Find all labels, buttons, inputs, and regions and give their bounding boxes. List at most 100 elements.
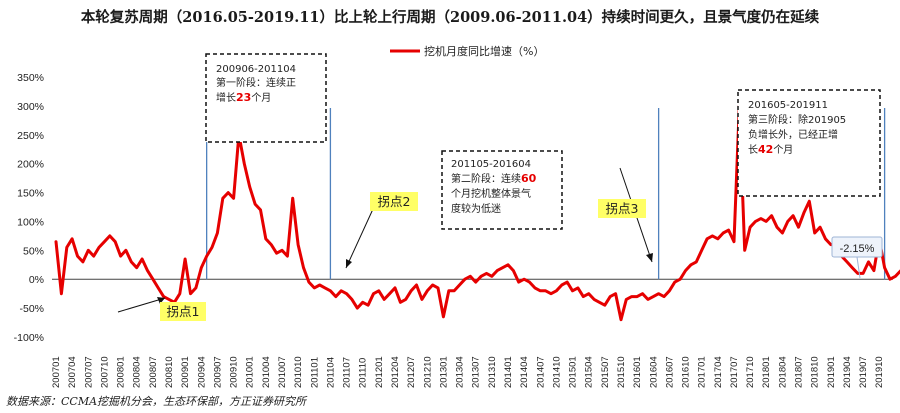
x-tick-label: 201301 (438, 356, 449, 388)
x-tick-label: 201710 (745, 356, 756, 388)
annotation-2-line-3: 个月挖机整体景气 (451, 187, 531, 200)
x-tick-label: 201707 (729, 356, 740, 388)
x-tick-label: 200807 (148, 356, 159, 388)
annotation-2-line-2: 第二阶段：连续60 (451, 172, 537, 185)
series-line-excavator-growth (54, 104, 900, 322)
x-tick-label: 201510 (616, 356, 627, 388)
y-axis: 350% 300% 250% 200% 150% 100% 50% 0% -50% -100% (14, 72, 44, 344)
x-tick-label: 201610 (681, 356, 692, 388)
x-tick-label: 201504 (584, 356, 595, 388)
x-tick-label: 201304 (455, 356, 466, 388)
x-tick-label: 201604 (648, 356, 659, 388)
legend-label: 挖机月度同比增速（%） (424, 44, 544, 58)
y-tick-label: 50% (23, 245, 44, 257)
turning-point-2-label: 拐点2 (378, 194, 411, 209)
turning-point-2-arrow (345, 208, 374, 269)
x-tick-label: 201404 (519, 356, 530, 388)
x-tick-label: 201007 (277, 356, 288, 388)
x-tick-label: 201207 (406, 356, 417, 388)
annotation-box-3 (737, 89, 881, 197)
x-tick-label: 201410 (551, 356, 562, 388)
annotation-1-line-3: 增长23个月 (216, 91, 271, 104)
x-tick-label: 200710 (99, 356, 110, 388)
turning-point-3-label: 拐点3 (606, 201, 639, 216)
y-tick-label: -50% (19, 303, 44, 315)
x-tick-label: 201310 (487, 356, 498, 388)
x-tick-label: 201210 (422, 356, 433, 388)
turning-point-1-label: 拐点1 (167, 304, 200, 319)
x-tick-label: 201910 (874, 356, 885, 388)
annotation-1-text-a: 增长 (216, 91, 236, 104)
x-tick-label: 201704 (713, 356, 724, 388)
turning-point-1-arrow (117, 297, 166, 313)
x-tick-label: 201201 (374, 356, 385, 388)
annotation-phase-1: 200906-201104 第一阶段：连续正 增长23个月 (205, 53, 327, 143)
x-tick-label: 200801 (116, 356, 127, 388)
x-tick-label: 200704 (67, 356, 78, 388)
x-tick-label: 201307 (471, 356, 482, 388)
x-tick-label: 200707 (83, 356, 94, 388)
annotation-2-highlight: 60 (521, 172, 537, 185)
x-tick-label: 201801 (761, 356, 772, 388)
x-tick-label: 201204 (390, 356, 401, 388)
turning-point-3-arrowhead (646, 253, 653, 262)
chart-title: 本轮复苏周期（2016.05-2019.11）比上轮上行周期（2009.06-2… (81, 8, 820, 26)
x-tick-label: 201110 (358, 358, 369, 388)
y-tick-label: 200% (17, 159, 44, 171)
annotation-3-line-3: 负增长外，已经正增 (748, 128, 838, 141)
turning-point-3-highlight (598, 199, 646, 218)
annotation-phase-2: 201105-201604 第二阶段：连续60 个月挖机整体景气 度较为低迷 (441, 150, 563, 230)
annotation-3-line-2: 第三阶段：除201905 (748, 113, 846, 126)
x-tick-label: 201507 (600, 356, 611, 388)
x-tick-label: 200907 (212, 356, 223, 388)
x-tick-label: 200910 (229, 356, 240, 388)
x-tick-label: 201901 (826, 356, 837, 388)
x-tick-label: 201010 (293, 356, 304, 388)
x-tick-label: 201107 (342, 357, 353, 388)
x-tick-label: 201701 (697, 356, 708, 388)
x-tick-label: 200901 (180, 356, 191, 388)
x-tick-label: 200904 (196, 356, 207, 388)
last-value-pointer (856, 256, 861, 279)
y-tick-label: 0% (29, 274, 44, 286)
annotation-1-text-b: 个月 (251, 92, 271, 104)
annotation-1-highlight: 23 (236, 91, 251, 104)
last-value-label: -2.15% (840, 243, 875, 255)
x-tick-label: 201501 (568, 356, 579, 388)
x-tick-label: 201001 (245, 356, 256, 388)
x-tick-label: 200701 (51, 356, 62, 388)
annotation-3-line-1: 201605-201911 (748, 100, 828, 111)
x-tick-label: 201804 (777, 356, 788, 388)
x-tick-label: 200810 (164, 356, 175, 388)
annotation-box-2 (441, 150, 563, 230)
annotation-2-line-1: 201105-201604 (451, 159, 531, 170)
annotation-box-1 (205, 53, 327, 143)
x-tick-label: 201601 (632, 356, 643, 388)
turning-point-1-highlight (160, 302, 206, 321)
turning-point-2-arrowhead (346, 259, 352, 268)
annotation-3-text-b: 个月 (773, 144, 793, 156)
y-tick-label: 350% (17, 72, 44, 84)
turning-point-3: 拐点3 (598, 167, 653, 263)
legend: 挖机月度同比增速（%） (390, 44, 544, 58)
annotation-phase-3: 201605-201911 第三阶段：除201905 负增长外，已经正增 长42… (737, 89, 881, 197)
annotation-3-highlight: 42 (758, 143, 773, 156)
x-tick-label: 201907 (858, 356, 869, 388)
y-tick-label: 250% (17, 130, 44, 142)
x-tick-label: 201407 (535, 356, 546, 388)
y-tick-label: 300% (17, 101, 44, 113)
x-tick-label: 201607 (664, 356, 675, 388)
turning-point-1-arrowhead (157, 297, 165, 304)
annotation-2-line-4: 度较为低迷 (451, 202, 501, 215)
annotation-1-line-1: 200906-201104 (216, 64, 296, 75)
source-note: 数据来源：CCMA挖掘机分会，生态环保部，方正证券研究所 (6, 395, 308, 408)
x-tick-label: 201401 (503, 356, 514, 388)
turning-point-2: 拐点2 (345, 192, 418, 269)
x-tick-label: 201004 (261, 356, 272, 388)
x-tick-label: 201104 (325, 357, 336, 388)
y-tick-label: 100% (17, 216, 44, 228)
y-tick-label: 150% (17, 188, 44, 200)
annotation-1-line-2: 第一阶段：连续正 (216, 76, 296, 89)
turning-point-2-highlight (370, 192, 418, 211)
